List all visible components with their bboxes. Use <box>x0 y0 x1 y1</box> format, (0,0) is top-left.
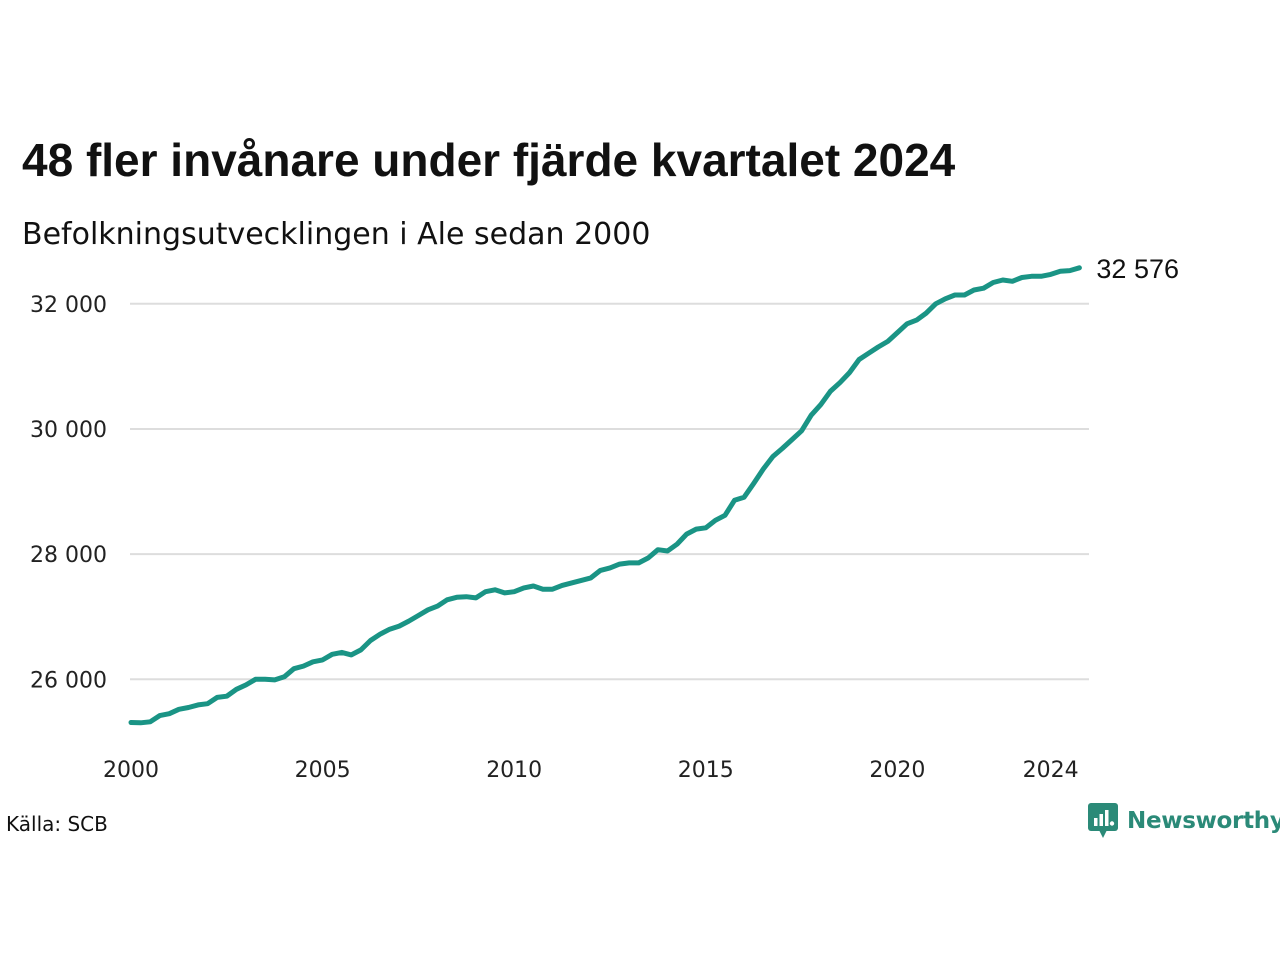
newsworthy-brand[interactable]: Newsworthy <box>1088 803 1280 839</box>
x-axis-tick-labels: 2000 2005 2010 2015 2020 2024 <box>103 758 1079 783</box>
end-value-label: 32 576 <box>1096 254 1179 284</box>
chart-subtitle: Befolkningsutvecklingen i Ale sedan 2000 <box>22 217 651 252</box>
source-note: Källa: SCB <box>6 812 108 836</box>
y-tick-label: 26 000 <box>30 668 107 693</box>
x-tick-label: 2020 <box>869 758 925 783</box>
series-layer <box>128 265 1082 726</box>
newsworthy-logo-icon <box>1088 803 1118 838</box>
x-tick-label: 2015 <box>678 758 734 783</box>
y-tick-label: 30 000 <box>30 418 107 443</box>
x-tick-label: 2000 <box>103 758 159 783</box>
y-axis-tick-labels: 26 000 28 000 30 000 32 000 <box>30 293 107 693</box>
x-tick-label: 2010 <box>486 758 542 783</box>
gridlines <box>130 302 1089 681</box>
y-tick-label: 32 000 <box>30 293 107 318</box>
brand-name: Newsworthy <box>1127 808 1280 834</box>
line-chart: 26 000 28 000 30 000 32 000 2000 2005 2010 201… <box>30 254 1179 783</box>
end-label-layer: 32 576 <box>1096 254 1179 284</box>
x-tick-label: 2024 <box>1023 758 1079 783</box>
y-tick-label: 28 000 <box>30 543 107 568</box>
x-tick-label: 2005 <box>295 758 351 783</box>
chart-title: 48 fler invånare under fjärde kvartalet … <box>22 134 956 186</box>
series-line <box>128 265 1082 726</box>
